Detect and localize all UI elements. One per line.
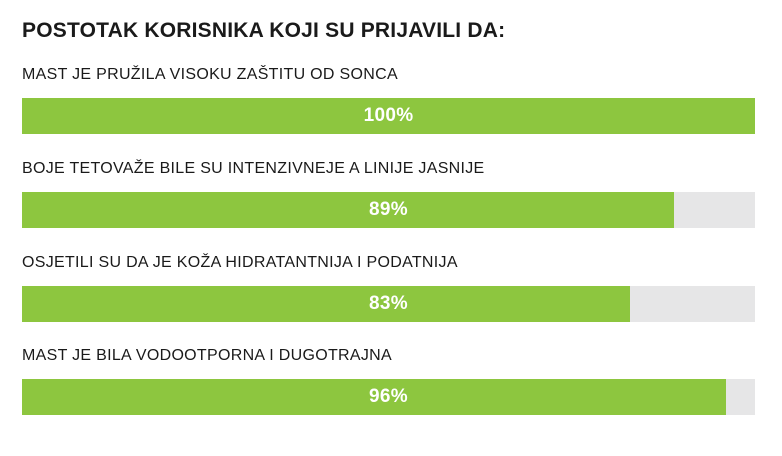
bar-category-label: BOJE TETOVAŽE BILE SU INTENZIVNEJE A LIN… [22, 160, 485, 177]
bar-value-label: 96% [369, 386, 408, 407]
bar-category-label: MAST JE PRUŽILA VISOKU ZAŠTITU OD SONCA [22, 66, 398, 83]
bar-fill [22, 98, 755, 134]
bar-value-label: 100% [363, 105, 414, 126]
bar-track: 96% [22, 379, 755, 415]
bar-value-label: 89% [369, 199, 408, 220]
bar-category-label: OSJETILI SU DA JE KOŽA HIDRATANTNIJA I P… [22, 254, 458, 271]
bar-value-label: 83% [369, 293, 408, 314]
bar-fill [22, 192, 675, 228]
bar-track: 100% [22, 98, 755, 134]
chart-title: POSTOTAK KORISNIKA KOJI SU PRIJAVILI DA: [22, 19, 506, 42]
bar-row: BOJE TETOVAŽE BILE SU INTENZIVNEJE A LIN… [22, 158, 755, 228]
bar-row: OSJETILI SU DA JE KOŽA HIDRATANTNIJA I P… [22, 252, 755, 322]
bar-fill [22, 379, 726, 415]
bar-category-label: MAST JE BILA VODOOTPORNA I DUGOTRAJNA [22, 347, 392, 364]
bar-row: MAST JE PRUŽILA VISOKU ZAŠTITU OD SONCA … [22, 64, 755, 134]
bar-track: 83% [22, 286, 755, 322]
bar-fill [22, 286, 631, 322]
bar-row: MAST JE BILA VODOOTPORNA I DUGOTRAJNA 96… [22, 345, 755, 415]
bar-track: 89% [22, 192, 755, 228]
